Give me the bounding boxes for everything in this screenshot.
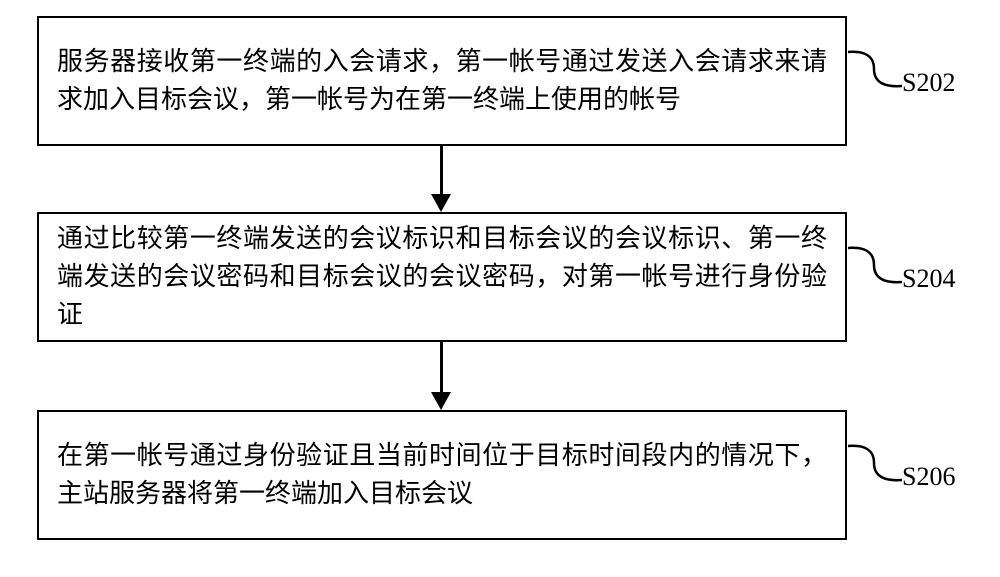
arrow-2-head (431, 392, 451, 410)
step-label-2: S204 (902, 264, 955, 294)
connector-curve-1 (846, 50, 904, 88)
process-box-1: 服务器接收第一终端的入会请求，第一帐号通过发送入会请求来请求加入目标会议，第一帐… (37, 16, 847, 146)
connector-curve-2 (846, 246, 904, 284)
arrow-1-line (440, 146, 443, 196)
step-label-3: S206 (902, 462, 955, 492)
flowchart-container: 服务器接收第一终端的入会请求，第一帐号通过发送入会请求来请求加入目标会议，第一帐… (0, 0, 1000, 577)
step-label-1: S202 (902, 68, 955, 98)
process-text-3: 在第一帐号通过身份验证且当前时间位于目标时间段内的情况下，主站服务器将第一终端加… (57, 437, 827, 512)
process-text-1: 服务器接收第一终端的入会请求，第一帐号通过发送入会请求来请求加入目标会议，第一帐… (57, 43, 827, 118)
arrow-1-head (431, 194, 451, 212)
arrow-2-line (440, 342, 443, 394)
process-text-2: 通过比较第一终端发送的会议标识和目标会议的会议标识、第一终端发送的会议密码和目标… (57, 220, 827, 333)
connector-curve-3 (846, 444, 904, 482)
process-box-2: 通过比较第一终端发送的会议标识和目标会议的会议标识、第一终端发送的会议密码和目标… (37, 212, 847, 342)
process-box-3: 在第一帐号通过身份验证且当前时间位于目标时间段内的情况下，主站服务器将第一终端加… (37, 410, 847, 540)
